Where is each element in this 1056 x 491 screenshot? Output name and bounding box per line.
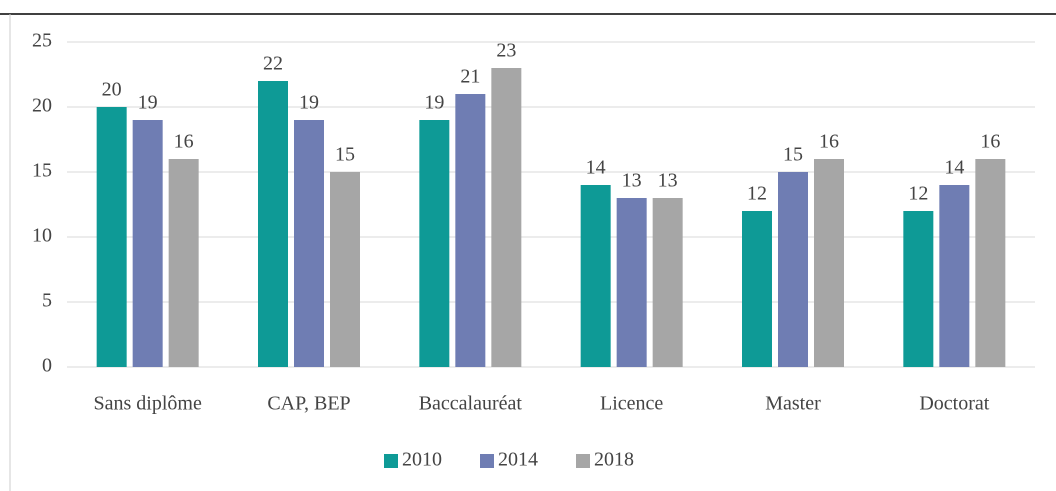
bar [258, 81, 288, 367]
data-label: 20 [102, 79, 122, 101]
bar [419, 120, 450, 367]
legend-label: 2018 [594, 449, 634, 471]
bar [903, 211, 934, 367]
legend-swatch [480, 454, 494, 468]
data-label: 13 [622, 170, 642, 192]
y-tick-label: 10 [32, 225, 52, 247]
bar [168, 159, 199, 367]
data-label: 15 [335, 144, 355, 166]
y-tick-label: 0 [42, 355, 52, 377]
data-label: 15 [783, 144, 803, 166]
data-label: 14 [944, 157, 964, 179]
bar [580, 185, 611, 367]
y-tick-label: 5 [42, 290, 52, 312]
bar [491, 68, 522, 367]
legend-label: 2010 [402, 449, 442, 471]
bar [294, 120, 324, 367]
bar [96, 107, 127, 367]
bar [939, 185, 970, 367]
data-label: 14 [586, 157, 606, 179]
bar [652, 198, 683, 367]
bar [742, 211, 772, 367]
x-tick-label: Doctorat [919, 393, 989, 415]
data-label: 21 [460, 66, 480, 88]
data-label: 19 [299, 92, 319, 114]
data-label: 19 [424, 92, 444, 114]
data-label: 22 [263, 53, 283, 75]
data-label: 13 [658, 170, 678, 192]
data-label: 23 [496, 40, 516, 62]
y-tick-label: 25 [32, 30, 52, 52]
y-tick-label: 15 [32, 160, 52, 182]
x-tick-label: Baccalauréat [419, 393, 523, 415]
bar [814, 159, 844, 367]
data-label: 12 [747, 183, 767, 205]
x-tick-label: CAP, BEP [267, 393, 350, 415]
x-tick-label: Licence [600, 393, 663, 415]
bar [455, 94, 486, 367]
data-label: 16 [174, 131, 194, 153]
legend-swatch [576, 454, 590, 468]
bar [975, 159, 1006, 367]
bar [330, 172, 360, 367]
bar [778, 172, 808, 367]
legend-swatch [384, 454, 398, 468]
y-tick-label: 20 [32, 95, 52, 117]
legend-label: 2014 [498, 449, 538, 471]
data-label: 16 [819, 131, 839, 153]
bar [616, 198, 647, 367]
data-label: 16 [980, 131, 1000, 153]
bar [132, 120, 163, 367]
x-tick-label: Master [765, 393, 821, 415]
x-tick-label: Sans diplôme [93, 393, 201, 415]
data-label: 19 [138, 92, 158, 114]
data-label: 12 [908, 183, 928, 205]
